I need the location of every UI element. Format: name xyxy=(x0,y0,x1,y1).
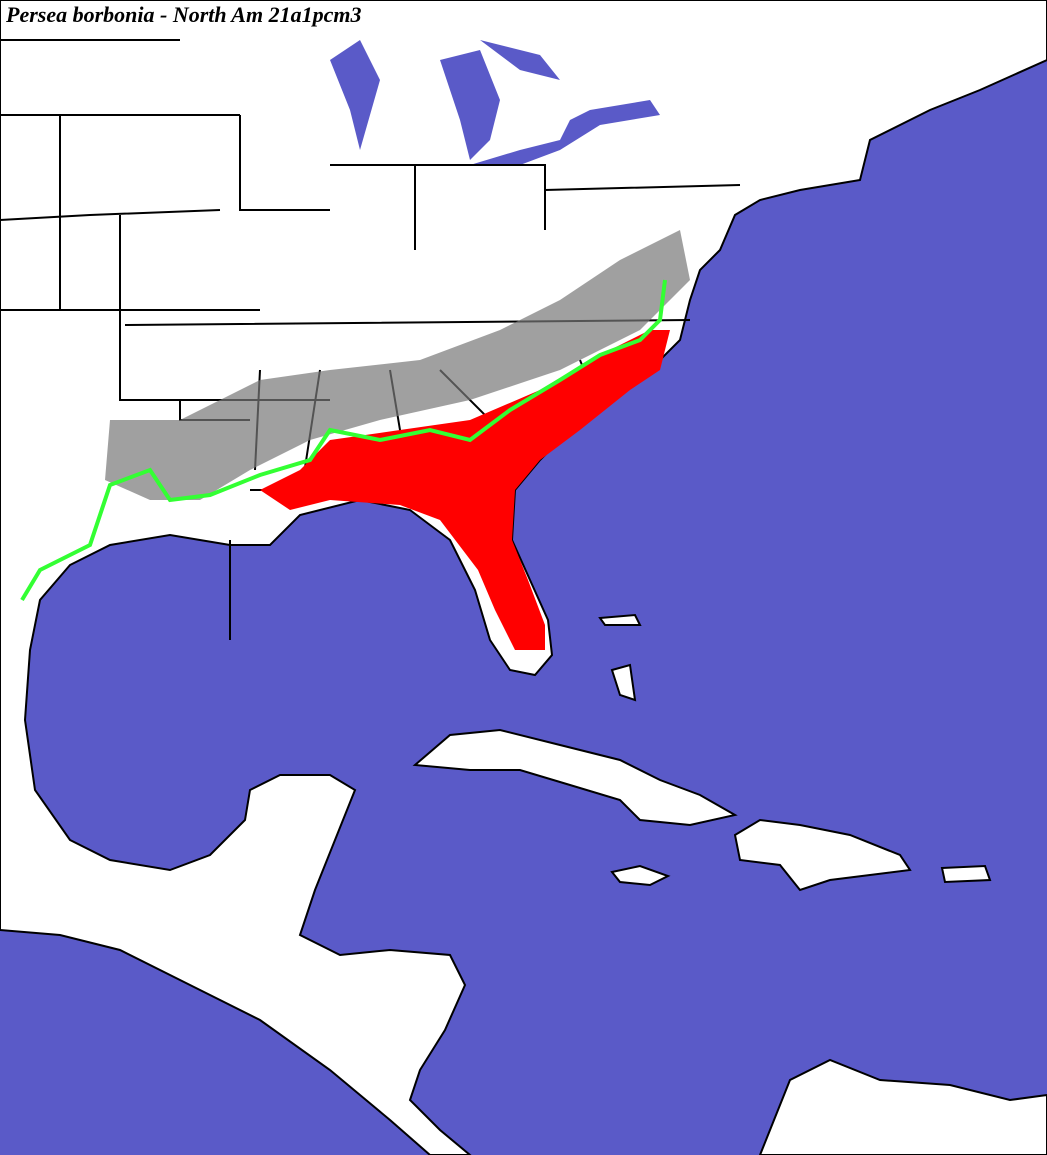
red-range xyxy=(260,330,670,650)
bahamas xyxy=(598,613,642,702)
hispaniola xyxy=(733,818,912,892)
jamaica xyxy=(610,864,671,887)
title: Persea borbonia - North Am 21a1pcm3 xyxy=(6,2,362,27)
south-america xyxy=(758,1058,1047,1155)
range-outline xyxy=(20,279,667,602)
puerto-rico xyxy=(940,864,992,884)
great-lakes xyxy=(330,40,660,165)
gray-range xyxy=(105,230,690,500)
cuba xyxy=(412,728,738,827)
